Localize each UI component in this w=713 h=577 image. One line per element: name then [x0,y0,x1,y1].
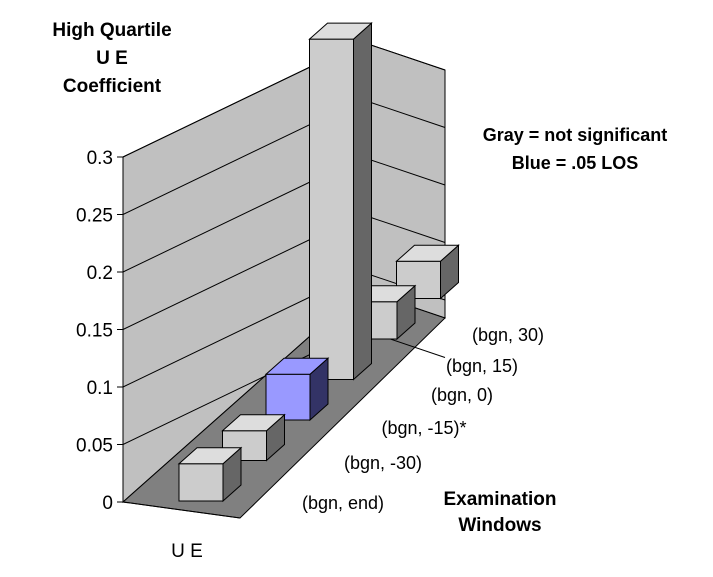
x-axis-label: U E [171,541,203,562]
gridline-back [361,41,446,71]
y-tick-label: 0.25 [76,206,113,227]
bar-top [308,22,373,40]
bar-front [265,373,311,421]
bar-2 [264,357,330,422]
category-label: (bgn, 30) [472,325,544,345]
bar-front [178,463,224,502]
category-label: (bgn, end) [302,493,384,513]
y-tick-label: 0.05 [76,436,113,457]
y-tick-label: 0.2 [87,263,113,284]
chart-title-line-2: U E [96,48,128,69]
legend-line-blue: Blue = .05 LOS [512,153,639,173]
bar-front [309,38,354,380]
bar-top [395,244,460,262]
category-label: (bgn, 0) [431,385,493,405]
legend-line-gray: Gray = not significant [483,125,668,145]
bar-top [264,357,330,375]
y-tick-label: 0 [102,493,113,514]
y-tick-label: 0.3 [87,148,113,169]
gridline-back [361,214,446,243]
bar-1 [221,413,286,462]
category-label: (bgn, -15)* [381,418,466,438]
y-tick-label: 0.1 [87,378,113,399]
z-axis-label-line-1: Examination [444,489,557,510]
y-tick-label: 0.15 [76,321,113,342]
bar-0 [177,446,243,503]
chart-title-line-3: Coefficient [63,76,162,97]
category-label: (bgn, -30) [344,453,422,473]
gridline-back [361,156,446,186]
floor-front-edge [122,501,241,519]
gridline-back [361,99,446,128]
category-label: (bgn, 15) [446,356,518,376]
bar-top [177,447,243,465]
bar-3 [308,21,373,381]
chart-title-line-1: High Quartile [52,20,171,41]
z-axis-label-line-2: Windows [458,515,541,536]
bar-top [221,414,286,432]
bar-side [353,21,372,381]
